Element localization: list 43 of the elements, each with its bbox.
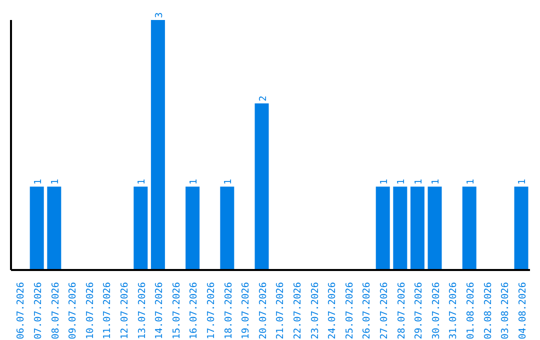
x-tick-label: 21.07.2026 <box>275 282 286 340</box>
x-tick-label: 01.08.2026 <box>465 282 476 340</box>
data-label: 1 <box>465 178 476 185</box>
x-tick-label: 14.07.2026 <box>154 282 166 340</box>
x-tick-label: 04.08.2026 <box>517 282 528 340</box>
x-tick-label: 07.07.2026 <box>32 282 44 340</box>
x-tick-label: 20.07.2026 <box>258 282 269 340</box>
x-tick-label: 30.07.2026 <box>430 282 442 340</box>
x-tick-label: 28.07.2026 <box>396 282 408 340</box>
x-tick-label: 06.07.2026 <box>16 282 27 340</box>
x-tick-label: 15.07.2026 <box>171 282 182 340</box>
x-tick-label: 27.07.2026 <box>378 282 390 340</box>
data-label: 1 <box>188 178 200 185</box>
x-tick-label: 09.07.2026 <box>68 282 79 340</box>
x-tick-label: 29.07.2026 <box>414 282 425 340</box>
x-tick-label: 08.07.2026 <box>50 282 62 340</box>
x-tick-label: 31.07.2026 <box>448 282 460 340</box>
x-tick-label: 17.07.2026 <box>206 282 217 340</box>
x-tick-label: 23.07.2026 <box>310 282 321 340</box>
x-tick-label: 12.07.2026 <box>119 282 130 340</box>
data-label: 1 <box>378 178 390 185</box>
data-label: 1 <box>136 178 148 185</box>
data-label: 1 <box>430 178 442 185</box>
x-tick-label: 16.07.2026 <box>188 282 200 340</box>
x-tick-label: 19.07.2026 <box>240 282 252 340</box>
x-tick-label: 13.07.2026 <box>136 282 148 340</box>
x-tick-label: 10.07.2026 <box>84 282 96 340</box>
x-tick-label: 02.08.2026 <box>482 282 494 340</box>
x-tick-label: 18.07.2026 <box>223 282 234 340</box>
x-tick-label: 24.07.2026 <box>327 282 338 340</box>
x-tick-label: 03.08.2026 <box>500 282 512 340</box>
data-label: 1 <box>50 178 62 185</box>
data-label: 1 <box>223 178 234 185</box>
data-label: 1 <box>517 178 528 185</box>
data-label: 1 <box>396 178 408 185</box>
x-tick-label: 25.07.2026 <box>344 282 356 340</box>
data-label: 2 <box>258 96 269 102</box>
x-tick-label: 22.07.2026 <box>292 282 304 340</box>
data-label: 1 <box>32 178 44 185</box>
x-tick-label: 26.07.2026 <box>362 282 373 340</box>
data-label: 1 <box>413 178 424 185</box>
data-label: 3 <box>154 12 165 18</box>
x-tick-label: 11.07.2026 <box>102 282 114 340</box>
